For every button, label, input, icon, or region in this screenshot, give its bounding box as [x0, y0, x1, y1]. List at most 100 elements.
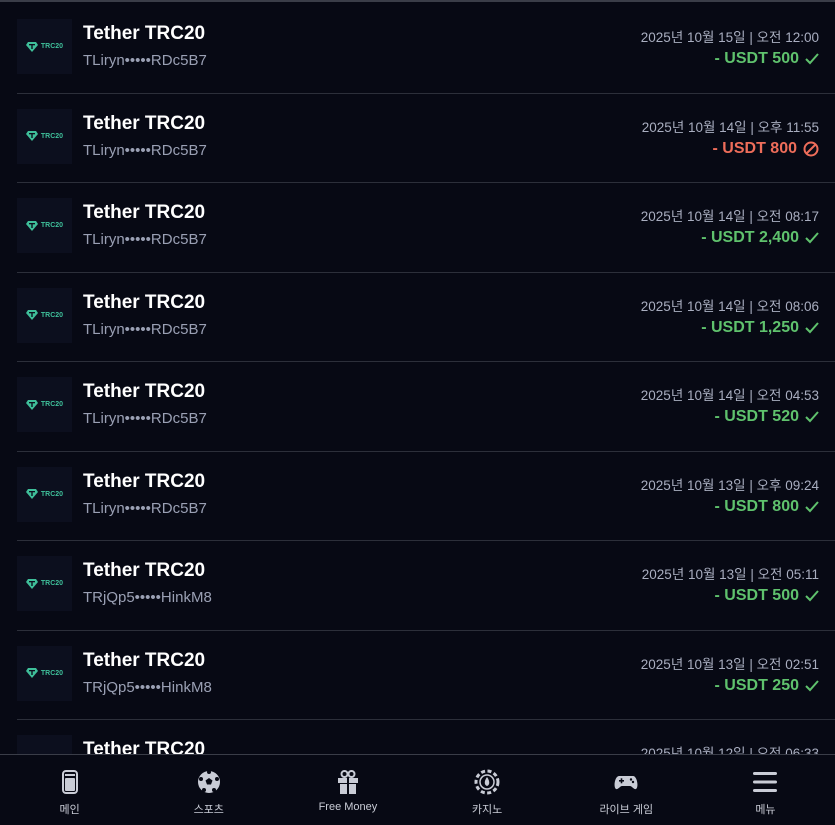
tether-logo: TRC20 — [17, 556, 72, 611]
tether-icon — [25, 668, 38, 678]
logo-text: TRC20 — [40, 311, 64, 319]
tether-logo: TRC20 — [17, 198, 72, 253]
wallet-address: TLiryn•••••RDc5B7 — [83, 52, 207, 69]
nav-label: 카지노 — [471, 804, 503, 816]
gamepad-icon — [614, 776, 638, 790]
tether-logo: TRC20 — [17, 19, 72, 74]
check-icon — [805, 411, 819, 423]
wallet-address: TLiryn•••••RDc5B7 — [83, 141, 207, 159]
transaction-title: Tether TRC20 — [83, 739, 206, 754]
check-icon — [805, 679, 819, 691]
tether-icon — [25, 489, 38, 499]
logo-text: TRC20 — [40, 222, 64, 229]
bottom-nav: 메인 스포츠 Free Money 카지노 라이브 게임 메뉴 — [0, 754, 835, 825]
tether-icon — [25, 399, 38, 410]
wallet-address: TRjQp5•••••HinkM8 — [83, 678, 212, 696]
transaction-title: Tether TRC20 — [83, 23, 206, 44]
amount-text: - USDT 500 — [714, 587, 799, 604]
wallet-address: TLiryn•••••RDc5B7 — [83, 410, 207, 427]
transaction-amount: - USDT 520 — [715, 408, 819, 426]
nav-item-gift[interactable]: Free Money — [278, 755, 417, 825]
tether-icon — [25, 41, 38, 52]
tether-logo: TRC20 — [17, 645, 72, 701]
logo-text: TRC20 — [40, 401, 64, 408]
nav-item-phone[interactable]: 메인 — [0, 755, 139, 825]
transaction-row[interactable]: TRC20 Tether TRC20 2025년 10월 12일 | 오전 06:3… — [17, 720, 835, 754]
tether-logo: TRC20 — [17, 735, 72, 754]
transaction-row[interactable]: TRC20 Tether TRC20 TLiryn•••••RDc5B7 2025년 … — [17, 452, 835, 541]
transaction-row[interactable]: TRC20 Tether TRC20 TLiryn•••••RDc5B7 2025년 … — [17, 183, 835, 273]
menu-icon — [753, 772, 778, 792]
gift-icon — [337, 770, 358, 794]
transaction-date: 2025년 10월 13일 | 오후 09:24 — [640, 477, 819, 493]
wallet-address: TLiryn•••••RDc5B7 — [83, 320, 207, 338]
nav-item-gamepad[interactable]: 라이브 게임 — [557, 755, 696, 825]
transaction-amount: - USDT 800 — [713, 140, 819, 158]
check-icon — [805, 232, 819, 244]
transaction-date: 2025년 10월 14일 | 오후 11:55 — [641, 119, 819, 135]
transaction-row[interactable]: TRC20 Tether TRC20 TLiryn•••••RDc5B7 2025년 … — [17, 94, 835, 183]
transaction-title: Tether TRC20 — [83, 381, 206, 402]
nav-label: 라이브 게임 — [599, 804, 654, 816]
logo-text: TRC20 — [40, 490, 64, 498]
cancelled-icon — [803, 141, 819, 156]
tether-logo: TRC20 — [17, 287, 72, 343]
transaction-title: Tether TRC20 — [83, 291, 206, 313]
check-icon — [805, 321, 819, 333]
transaction-title: Tether TRC20 — [83, 560, 206, 581]
amount-text: - USDT 2,400 — [701, 229, 799, 246]
transaction-date: 2025년 10월 15일 | 오전 12:00 — [640, 30, 819, 45]
tether-logo: TRC20 — [17, 108, 72, 164]
logo-text: TRC20 — [40, 669, 64, 677]
transaction-amount: - USDT 500 — [715, 587, 819, 605]
logo-text: TRC20 — [40, 580, 64, 587]
transaction-amount: - USDT 250 — [715, 677, 819, 695]
transaction-date: 2025년 10월 12일 | 오전 06:33 — [640, 746, 819, 754]
transaction-title: Tether TRC20 — [83, 649, 206, 671]
nav-label: 스포츠 — [193, 804, 224, 816]
transaction-row[interactable]: TRC20 Tether TRC20 TRjQp5•••••HinkM8 2025년 … — [17, 541, 835, 631]
transaction-amount: - USDT 800 — [715, 498, 819, 516]
amount-text: - USDT 250 — [714, 676, 799, 694]
casino-chip-icon — [474, 769, 500, 795]
amount-text: - USDT 1,250 — [701, 318, 799, 336]
transaction-amount: - USDT 1,250 — [701, 319, 819, 337]
transaction-amount: - USDT 2,400 — [701, 229, 819, 247]
tether-icon — [25, 131, 38, 141]
logo-text: TRC20 — [40, 132, 64, 140]
check-icon — [805, 53, 819, 65]
transaction-date: 2025년 10월 14일 | 오전 04:53 — [640, 388, 819, 403]
transaction-title: Tether TRC20 — [83, 112, 206, 134]
transaction-date: 2025년 10월 13일 | 오전 02:51 — [640, 656, 819, 672]
wallet-address: TRjQp5•••••HinkM8 — [83, 589, 212, 606]
amount-text: - USDT 800 — [712, 139, 797, 157]
nav-item-casino-chip[interactable]: 카지노 — [418, 755, 557, 825]
transaction-row[interactable]: TRC20 Tether TRC20 TRjQp5•••••HinkM8 2025년 … — [17, 631, 835, 720]
check-icon — [805, 500, 819, 512]
nav-label: 메인 — [59, 804, 80, 816]
phone-icon — [61, 770, 78, 794]
check-icon — [805, 590, 819, 602]
amount-text: - USDT 800 — [714, 497, 799, 515]
transaction-date: 2025년 10월 14일 | 오전 08:17 — [640, 209, 819, 224]
logo-text: TRC20 — [40, 43, 64, 50]
transaction-list[interactable]: TRC20 Tether TRC20 TLiryn•••••RDc5B7 2025년 … — [0, 4, 835, 754]
transaction-title: Tether TRC20 — [83, 470, 206, 492]
tether-icon — [25, 220, 38, 231]
amount-text: - USDT 500 — [714, 50, 799, 67]
nav-item-menu[interactable]: 메뉴 — [696, 755, 835, 825]
tether-icon — [25, 310, 38, 320]
transaction-date: 2025년 10월 13일 | 오전 05:11 — [641, 567, 819, 582]
amount-text: - USDT 520 — [714, 408, 799, 425]
wallet-address: TLiryn•••••RDc5B7 — [83, 499, 207, 517]
soccer-ball-icon — [197, 770, 220, 793]
tether-logo: TRC20 — [17, 377, 72, 432]
nav-label: 메뉴 — [755, 804, 776, 816]
transaction-row[interactable]: TRC20 Tether TRC20 TLiryn•••••RDc5B7 2025년 … — [17, 4, 835, 94]
transaction-title: Tether TRC20 — [83, 202, 206, 223]
transaction-date: 2025년 10월 14일 | 오전 08:06 — [640, 298, 819, 314]
transaction-row[interactable]: TRC20 Tether TRC20 TLiryn•••••RDc5B7 2025년 … — [17, 273, 835, 362]
tether-icon — [25, 578, 38, 589]
nav-item-soccer-ball[interactable]: 스포츠 — [139, 755, 278, 825]
transaction-row[interactable]: TRC20 Tether TRC20 TLiryn•••••RDc5B7 2025년 … — [17, 362, 835, 452]
